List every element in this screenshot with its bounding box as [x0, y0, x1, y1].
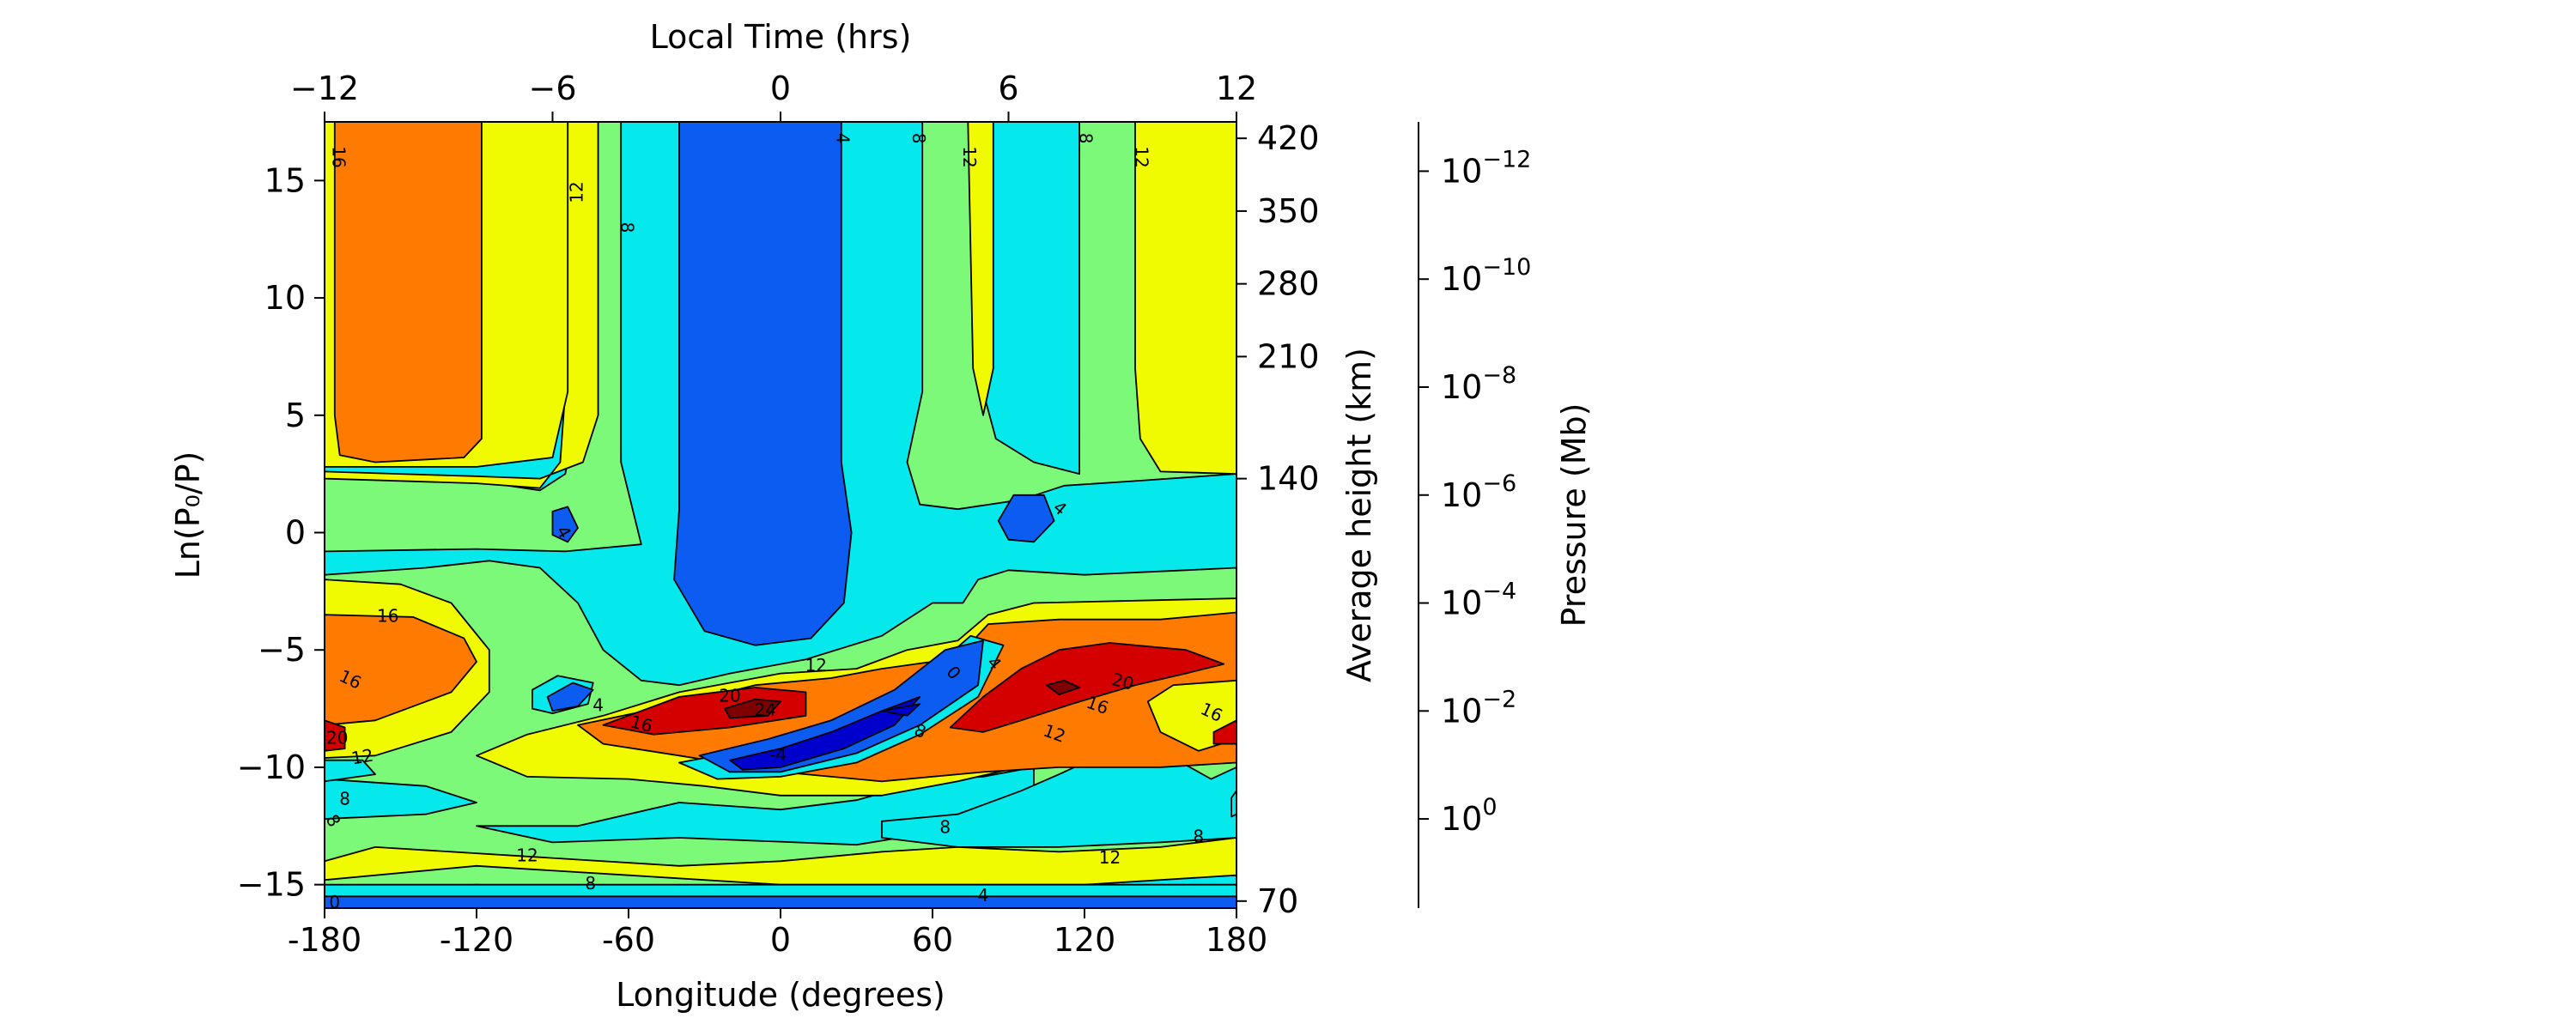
pressure-tick-label: 10−4	[1441, 579, 1516, 622]
contour-region-9	[551, 506, 579, 543]
height-tick-label: 350	[1257, 192, 1320, 230]
contour-region-4	[333, 122, 483, 464]
contour-region-2	[325, 122, 599, 489]
pressure-tick-label: 100	[1441, 794, 1498, 838]
contour-region-6	[967, 122, 994, 416]
y-tick-label: −5	[258, 631, 306, 669]
y-tick-label: 10	[264, 279, 306, 317]
contour-region-28	[1045, 679, 1080, 696]
contour-label-31: 8	[585, 873, 596, 894]
contour-label-10: 16	[377, 605, 398, 626]
contour-label-33: 8	[1193, 826, 1204, 846]
contour-label-5: 12	[959, 146, 980, 167]
contour-region-30	[546, 682, 594, 712]
contour-label-21: -4	[769, 744, 787, 765]
top-tick-label: 0	[770, 70, 791, 107]
contour-label-6: 8	[1076, 133, 1097, 144]
x-axis-top: −12 −6 0 6 12	[290, 70, 1257, 122]
contour-region-20	[325, 719, 346, 752]
contour-region-27	[724, 698, 781, 719]
pressure-tick-label: 10−2	[1441, 686, 1516, 730]
x-tick-label: 60	[912, 921, 953, 959]
pressure-axis-label: Pressure (Mb)	[1555, 403, 1593, 627]
y-tick-label: 0	[285, 514, 306, 552]
top-tick-label: −12	[290, 70, 359, 107]
y-axis-left: −15 −10 −5 0 5 10 15	[237, 161, 325, 904]
y-tick-label: −10	[237, 748, 306, 786]
contour-label-0: 16	[328, 146, 349, 167]
y-axis-pressure: 10−12 10−10 10−8 10−6 10−4 10−2 100	[1418, 122, 1531, 908]
contour-label-34: 4	[978, 885, 989, 906]
x-tick-label: -180	[288, 921, 361, 959]
top-tick-label: −6	[528, 70, 576, 107]
contour-label-7: 12	[1131, 146, 1151, 167]
height-tick-label: 140	[1257, 460, 1320, 498]
y-axis-label: Ln(P₀/P)	[169, 451, 207, 579]
contour-label-14: 8	[339, 789, 350, 809]
contour-label-13: 12	[349, 744, 374, 768]
contour-region-21	[325, 759, 376, 783]
x-tick-label: -120	[440, 921, 513, 959]
y-tick-label: 5	[285, 397, 306, 434]
x-tick-label: 0	[770, 921, 791, 959]
contour-label-12: 20	[326, 728, 348, 748]
contour-label-18: 20	[719, 685, 740, 706]
contour-region-7	[1134, 122, 1236, 475]
height-axis-label: Average height (km)	[1340, 348, 1378, 682]
contour-region-17	[325, 895, 1236, 908]
contour-region-35	[1230, 790, 1236, 818]
contour-region-32	[698, 639, 984, 773]
contour-label-32: 12	[1099, 847, 1121, 868]
x-tick-label: 180	[1206, 921, 1268, 959]
contour-region-26	[1212, 719, 1236, 745]
y-tick-label: 15	[264, 161, 306, 199]
y-axis-height: 420 350 280 210 140 70	[1236, 119, 1320, 920]
x-tick-label: -60	[602, 921, 655, 959]
contour-label-19: 24	[755, 700, 776, 720]
contour-label-29: 8	[939, 817, 951, 838]
pressure-tick-label: 10−6	[1441, 470, 1516, 514]
contour-region-14	[881, 749, 1236, 848]
contour-region-10	[997, 494, 1055, 543]
contour-label-2: 8	[617, 222, 638, 233]
contour-region-8	[673, 122, 853, 646]
x-axis-bottom: -180 -120 -60 0 60 120 180	[288, 908, 1267, 959]
contour-fills	[325, 122, 1236, 908]
x-tick-label: 120	[1054, 921, 1116, 959]
contour-region-25	[949, 642, 1225, 733]
height-tick-label: 280	[1257, 265, 1320, 303]
contour-label-30: 12	[516, 845, 538, 865]
height-tick-label: 70	[1257, 882, 1298, 920]
contour-region-12	[325, 778, 477, 820]
height-tick-label: 210	[1257, 337, 1320, 375]
pressure-tick-label: 10−8	[1441, 362, 1516, 406]
pressure-tick-label: 10−10	[1441, 254, 1531, 298]
contour-label-20: 12	[805, 655, 827, 676]
x-axis-label: Longitude (degrees)	[616, 976, 945, 1014]
y-tick-label: −15	[237, 866, 306, 904]
top-axis-label: Local Time (hrs)	[650, 18, 912, 56]
contour-label-16: 4	[592, 694, 604, 715]
contour-label-3: 4	[832, 133, 853, 144]
pressure-tick-label: 10−12	[1441, 146, 1531, 190]
top-tick-label: 12	[1216, 70, 1257, 107]
contour-label-1: 12	[567, 181, 587, 203]
contour-region-15	[325, 837, 1236, 886]
height-tick-label: 420	[1257, 119, 1320, 157]
contour-label-35: 0	[329, 892, 340, 912]
contour-label-4: 8	[908, 133, 929, 144]
top-tick-label: 6	[998, 70, 1018, 107]
contour-region-34	[881, 703, 921, 717]
